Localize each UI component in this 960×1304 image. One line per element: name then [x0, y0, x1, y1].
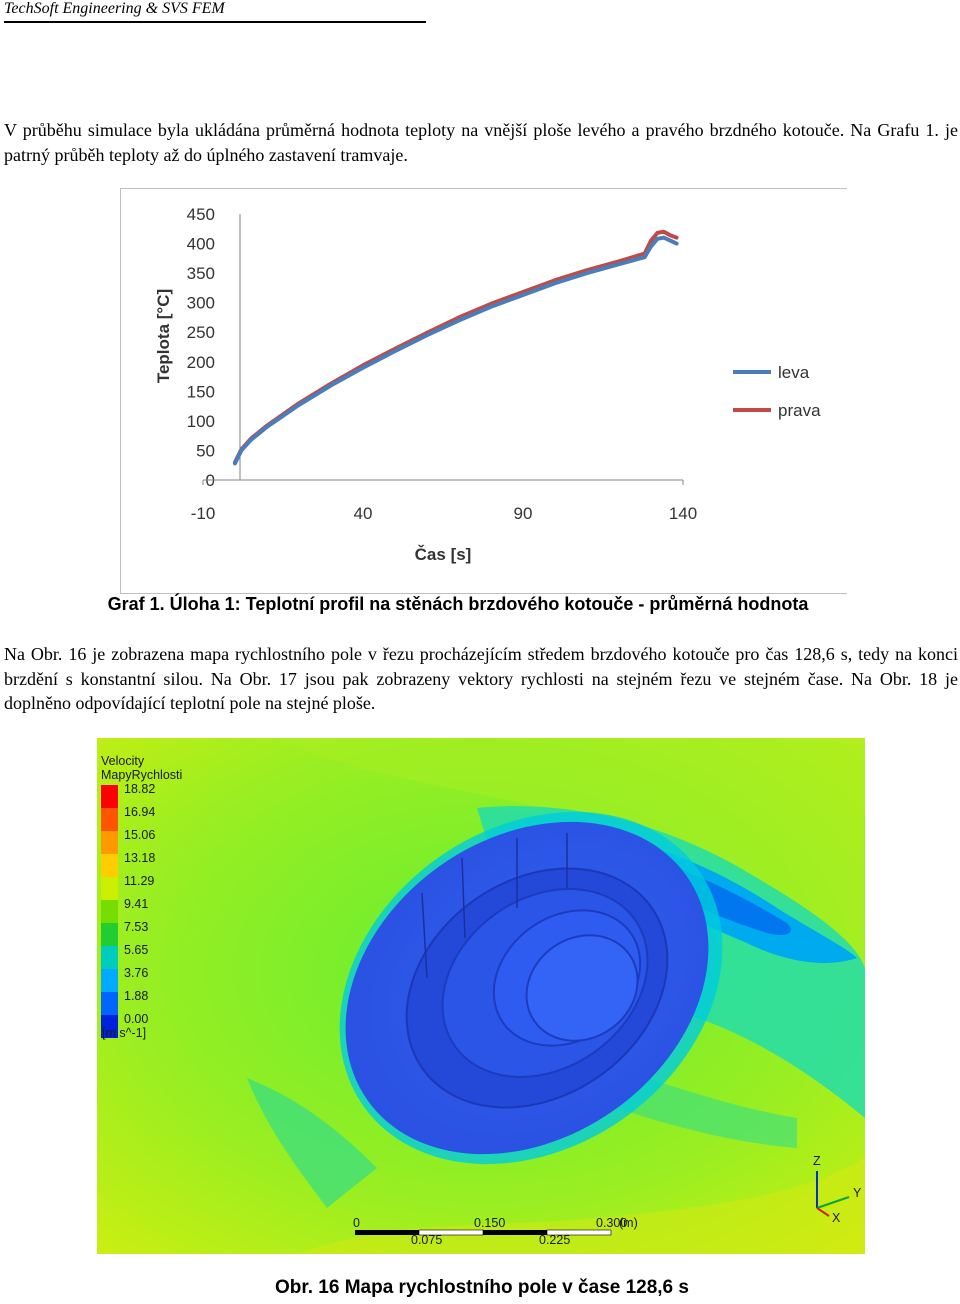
legend-value: 7.53 [124, 920, 148, 934]
temperature-chart: 450 400 350 300 250 200 150 100 50 0 -10 40 90 140 T… [120, 188, 847, 594]
y-tick-label: 200 [187, 353, 215, 372]
legend-color-swatch [101, 1015, 118, 1038]
velocity-map-svg: Velocity MapyRychlosti 18.82 16.94 15.06 13… [97, 738, 865, 1254]
legend-color-swatch [101, 923, 118, 946]
legend-value: 5.65 [124, 943, 148, 957]
intro-paragraph: V průběhu simulace byla ukládána průměrn… [4, 120, 958, 165]
scale-label-150: 0.150 [474, 1216, 505, 1230]
y-tick-label: 100 [187, 412, 215, 431]
scale-label-075: 0.075 [411, 1233, 442, 1247]
legend-subtitle: MapyRychlosti [101, 768, 182, 782]
legend-color-swatch [101, 900, 118, 923]
chart-caption: Graf 1. Úloha 1: Teplotní profil na stěn… [107, 594, 809, 614]
axis-x-label: X [832, 1211, 841, 1225]
legend-color-swatch [101, 946, 118, 969]
axis-triad: Z Y X [813, 1154, 862, 1225]
y-tick-label: 400 [187, 235, 215, 254]
legend-value: 11.29 [124, 874, 154, 888]
legend-title: Velocity [101, 754, 145, 768]
legend-value: 18.82 [124, 782, 155, 796]
legend-value: 1.88 [124, 989, 148, 1003]
legend-color-swatch [101, 992, 118, 1015]
axis-y-label: Y [853, 1186, 862, 1200]
y-axis-label: Teplota [°C] [154, 289, 173, 383]
legend-value: 15.06 [124, 828, 155, 842]
legend-color-swatch [101, 854, 118, 877]
y-tick-label: 250 [187, 323, 215, 342]
scale-unit: (m) [619, 1216, 638, 1230]
body-paragraph: Na Obr. 16 je zobrazena mapa rychlostníh… [4, 644, 958, 713]
legend-color-swatch [101, 877, 118, 900]
legend-color-swatch [101, 969, 118, 992]
x-tick-label: 40 [354, 504, 373, 523]
legend-color-swatch [101, 808, 118, 831]
legend-unit: [m s^-1] [102, 1026, 146, 1040]
scale-label-0: 0 [353, 1216, 360, 1230]
legend-color-swatch [101, 785, 118, 808]
legend-value: 0.00 [124, 1012, 148, 1026]
x-tick-label: 90 [514, 504, 533, 523]
legend-value: 3.76 [124, 966, 148, 980]
y-tick-label: 350 [187, 264, 215, 283]
axis-z-label: Z [813, 1154, 821, 1168]
legend-value: 9.41 [124, 897, 148, 911]
x-tick-label: 140 [669, 504, 697, 523]
legend-label-leva: leva [778, 363, 810, 382]
y-tick-label: 300 [187, 294, 215, 313]
velocity-map-figure: Velocity MapyRychlosti 18.82 16.94 15.06 13… [97, 738, 865, 1254]
x-axis-label: Čas [s] [415, 545, 472, 564]
figure-caption: Obr. 16 Mapa rychlostního pole v čase 12… [275, 1277, 689, 1298]
legend-value: 13.18 [124, 851, 155, 865]
document-header: TechSoft Engineering & SVS FEM [4, 0, 426, 23]
scale-label-300: 0.300 [596, 1216, 627, 1230]
y-tick-label: 50 [196, 441, 215, 460]
series-line-leva [233, 235, 679, 466]
legend-color-swatch [101, 831, 118, 854]
y-tick-label: 450 [187, 205, 215, 224]
scale-bar: 0 0.150 0.300 (m) 0.075 0.225 [353, 1216, 638, 1247]
y-tick-label: 150 [187, 382, 215, 401]
legend-value: 16.94 [124, 805, 155, 819]
scale-label-225: 0.225 [539, 1233, 570, 1247]
legend-label-prava: prava [778, 401, 821, 420]
x-tick-label: -10 [191, 504, 216, 523]
